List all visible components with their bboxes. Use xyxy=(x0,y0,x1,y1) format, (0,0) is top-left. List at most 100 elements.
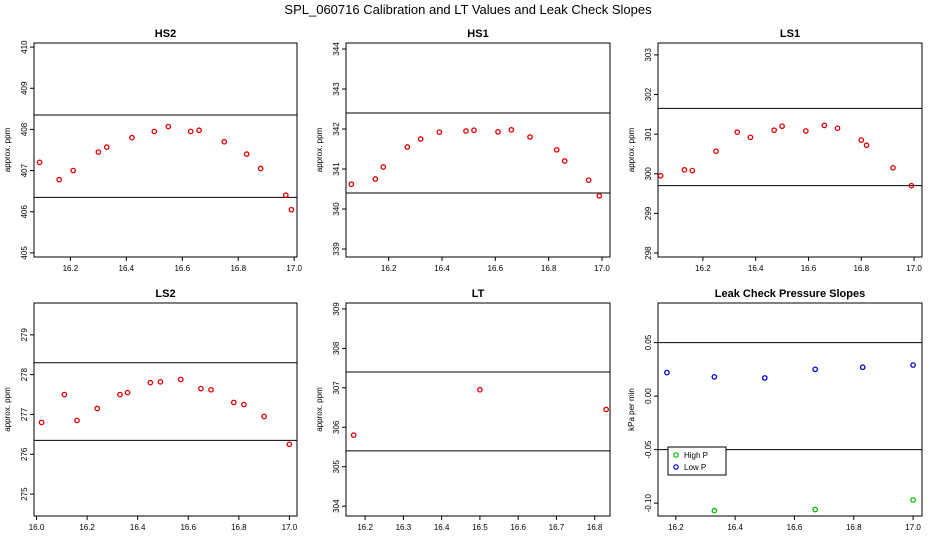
data-point-points xyxy=(380,164,387,170)
y-tick-label: 409 xyxy=(20,81,29,95)
data-point-points xyxy=(404,144,411,150)
y-tick-label: -0.10 xyxy=(644,493,653,512)
data-point-points xyxy=(129,134,135,141)
data-point-points xyxy=(681,166,688,173)
chart-title: HS1 xyxy=(467,28,488,40)
y-tick-label: 410 xyxy=(20,40,29,54)
data-point-points xyxy=(151,128,158,135)
data-point-points xyxy=(713,148,719,155)
figure-title: SPL_060716 Calibration and LT Values and… xyxy=(284,2,652,17)
x-tick-label: 16.8 xyxy=(230,264,246,273)
data-point-points xyxy=(657,172,664,179)
x-tick-label: 16.7 xyxy=(549,523,565,532)
x-tick-label: 16.4 xyxy=(119,264,135,273)
y-tick-label: 303 xyxy=(644,48,653,62)
y-tick-label: 277 xyxy=(20,407,29,421)
x-tick-label: 16.2 xyxy=(63,264,79,273)
data-point-points xyxy=(177,376,184,383)
data-point-points xyxy=(834,125,841,132)
data-point-points xyxy=(103,144,110,150)
x-tick-label: 16.2 xyxy=(357,523,373,532)
data-point-points xyxy=(241,401,247,408)
chart-panels: HS2 16.2 16.4 16.6 16.8 17.0 405 406 407 408 409 41… xyxy=(3,28,923,532)
y-tick-label: 339 xyxy=(332,242,341,256)
data-point-points xyxy=(802,128,809,134)
data-point-points xyxy=(463,128,469,134)
y-tick-label: 340 xyxy=(332,202,341,216)
data-point-points xyxy=(508,126,515,133)
y-tick-label: 406 xyxy=(20,205,29,219)
y-tick-label: 408 xyxy=(20,122,29,136)
y-tick-label: 0.00 xyxy=(644,388,653,404)
data-point-points xyxy=(95,149,102,155)
data-point-points xyxy=(74,417,80,424)
data-point-points xyxy=(350,432,357,438)
y-tick-label: 308 xyxy=(332,341,341,355)
x-tick-label: 17.0 xyxy=(906,264,922,273)
data-point-points xyxy=(734,129,741,136)
x-tick-label: 16.4 xyxy=(434,264,450,273)
x-tick-label: 16.0 xyxy=(29,523,45,532)
data-point-points xyxy=(771,127,778,134)
data-point-points xyxy=(863,142,870,149)
y-tick-label: 304 xyxy=(332,499,341,513)
data-point-low-p xyxy=(859,364,866,371)
data-point-points xyxy=(38,419,45,426)
plot-frame xyxy=(657,302,923,517)
y-tick-label: 278 xyxy=(20,367,29,381)
data-point-points xyxy=(858,137,865,143)
chart-panel-4: LT 16.2 16.3 16.4 16.5 16.6 16.7 16.8 304 305 306 3… xyxy=(315,288,611,532)
x-tick-label: 16.2 xyxy=(79,523,95,532)
data-point-points xyxy=(36,159,43,166)
data-point-low-p xyxy=(664,369,670,376)
data-point-points xyxy=(495,128,501,135)
x-tick-label: 16.3 xyxy=(396,523,412,532)
y-tick-label: 301 xyxy=(644,127,653,141)
y-axis-label: approx. ppm xyxy=(315,127,324,172)
data-point-points xyxy=(527,134,533,140)
data-point-points xyxy=(70,167,77,174)
y-axis-label: approx. ppm xyxy=(3,127,12,172)
y-tick-label: 275 xyxy=(20,487,29,501)
data-point-points xyxy=(821,122,828,129)
data-point-high-p xyxy=(910,497,916,503)
data-point-points xyxy=(56,176,63,183)
y-tick-label: -0.05 xyxy=(644,440,653,459)
x-tick-label: 16.2 xyxy=(668,523,684,532)
y-tick-label: 306 xyxy=(332,420,341,434)
legend-marker xyxy=(673,452,679,458)
y-tick-label: 299 xyxy=(644,206,653,220)
data-point-points xyxy=(603,406,610,413)
x-tick-label: 16.6 xyxy=(510,523,526,532)
chart-title: LS2 xyxy=(155,288,175,300)
chart-title: HS2 xyxy=(155,28,176,40)
data-point-points xyxy=(147,379,154,386)
data-point-points xyxy=(286,441,293,448)
legend-box xyxy=(667,446,727,476)
data-point-points xyxy=(230,399,237,406)
plot-frame xyxy=(33,302,298,517)
data-point-points xyxy=(243,151,250,157)
data-point-points xyxy=(117,391,123,398)
y-tick-label: 344 xyxy=(332,42,341,56)
y-tick-label: 298 xyxy=(644,246,653,260)
data-point-points xyxy=(747,134,754,141)
x-tick-label: 16.6 xyxy=(488,264,504,273)
data-point-points xyxy=(288,206,295,213)
data-point-points xyxy=(196,127,202,134)
x-tick-label: 16.6 xyxy=(787,523,803,532)
data-point-low-p xyxy=(910,362,916,368)
chart-panel-3: LS2 16.0 16.2 16.4 16.6 16.8 17.0 275 276 277 278 2… xyxy=(3,288,298,532)
plot-frame xyxy=(345,302,611,517)
legend-marker xyxy=(673,464,679,470)
data-point-points xyxy=(417,136,424,142)
x-tick-label: 16.4 xyxy=(748,264,764,273)
y-axis-label: kPa per min xyxy=(627,388,636,431)
x-tick-label: 16.6 xyxy=(180,523,196,532)
x-tick-label: 16.8 xyxy=(846,523,862,532)
data-point-points xyxy=(348,181,355,188)
y-tick-label: 279 xyxy=(20,328,29,342)
legend-label: High P xyxy=(684,451,708,460)
y-axis-label: approx. ppm xyxy=(315,387,324,432)
data-point-points xyxy=(561,158,568,164)
